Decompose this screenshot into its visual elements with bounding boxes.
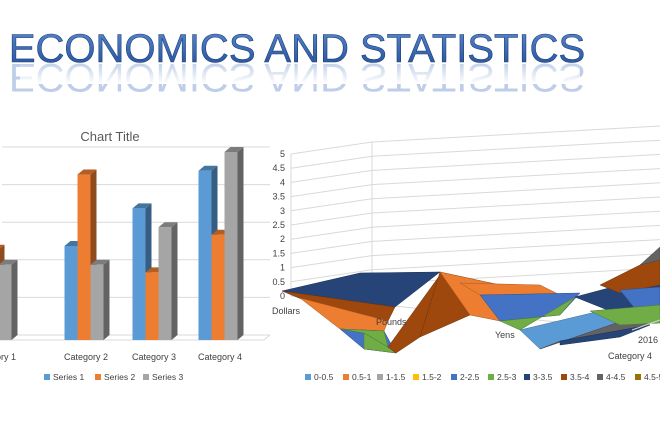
legend-swatch	[305, 374, 311, 380]
z-tick-label: 4	[280, 177, 285, 187]
bar-front	[158, 227, 172, 340]
legend: 0-0.5 0.5-1 1-1.5 1.5-2 2-2.5 2.5-3 3-3.5 3.5-4…	[305, 372, 660, 382]
bar-front	[132, 208, 146, 340]
legend-label: 4-4.5	[606, 372, 626, 382]
surface-patch	[599, 254, 660, 294]
z-tick-label: 2.5	[272, 220, 285, 230]
bar-front	[145, 272, 159, 340]
bar-front	[224, 152, 238, 340]
bar-front	[64, 246, 78, 340]
surface-patch	[589, 304, 660, 326]
gridline	[290, 125, 660, 155]
gridline	[290, 139, 660, 169]
gridline	[290, 239, 660, 269]
bar-top	[198, 165, 218, 171]
bar-front	[0, 264, 12, 340]
legend-swatch	[488, 374, 494, 380]
legend-swatch	[561, 374, 567, 380]
bar-front	[211, 234, 225, 340]
bar-side	[11, 259, 18, 340]
gridline	[290, 168, 660, 198]
legend-swatch	[413, 374, 419, 380]
gridline	[290, 224, 660, 254]
legend-label: Series 2	[104, 372, 135, 382]
legend-swatch	[143, 374, 149, 380]
legend-label: 3.5-4	[570, 372, 590, 382]
surface	[281, 246, 660, 354]
legend-swatch	[95, 374, 101, 380]
legend-label: 0.5-1	[352, 372, 372, 382]
legend-swatch	[597, 374, 603, 380]
z-tick-label: 2	[280, 234, 285, 244]
page-title-reflection: ECONOMICS AND STATISTICS	[9, 55, 585, 99]
depth-label: 2016	[638, 335, 658, 345]
gridline	[290, 196, 660, 226]
category-label: Category 1	[0, 352, 16, 362]
z-tick-label: 1	[280, 263, 285, 273]
legend-swatch	[44, 374, 50, 380]
z-tick-label: 0.5	[272, 277, 285, 287]
legend-swatch	[635, 374, 641, 380]
gridline	[290, 182, 660, 212]
bar	[158, 222, 178, 340]
z-tick-label: 0	[280, 291, 285, 301]
gridline	[290, 153, 660, 183]
surface-chart: 0 0.5 1 1.5 2 2.5 3 3.5 4 4.5 5 Dollars Pounds Yens 20…	[272, 125, 660, 382]
bar-top	[77, 169, 97, 175]
surface-patch	[559, 324, 651, 346]
bar	[0, 259, 18, 340]
bar-side	[171, 222, 178, 340]
gridline	[290, 210, 660, 240]
z-tick-label: 3	[280, 206, 285, 216]
legend-label: 4.5-5	[644, 372, 660, 382]
z-tick-label: 1.5	[272, 248, 285, 258]
bar-side	[103, 259, 110, 340]
bars	[0, 147, 244, 340]
legend-swatch	[451, 374, 457, 380]
legend-label: Series 1	[53, 372, 84, 382]
depth-axis	[631, 319, 660, 331]
z-tick-label: 5	[280, 149, 285, 159]
z-tick-label: 3.5	[272, 192, 285, 202]
bar-top	[224, 147, 244, 152]
bar	[90, 259, 110, 340]
back-wall-grid	[290, 125, 660, 297]
legend-label: 1.5-2	[422, 372, 442, 382]
page-banner: ECONOMICS AND STATISTICS ECONOMICS AND S…	[9, 27, 586, 99]
bar-top	[0, 259, 18, 265]
legend-label: 2.5-3	[497, 372, 517, 382]
bar-top	[90, 259, 110, 265]
legend-swatch	[343, 374, 349, 380]
x-category-label: Pounds	[376, 317, 407, 327]
bar-top	[132, 203, 152, 209]
z-tick-label: 4.5	[272, 163, 285, 173]
x-category-label: Yens	[495, 330, 515, 340]
x-category-label: Dollars	[272, 306, 301, 316]
bar-front	[198, 170, 212, 340]
legend-label: 3-3.5	[533, 372, 553, 382]
legend-label: Series 3	[152, 372, 183, 382]
legend-swatch	[524, 374, 530, 380]
surface-patch	[639, 246, 660, 266]
bar-front	[90, 264, 104, 340]
bar-side	[237, 147, 244, 340]
legend-swatch	[377, 374, 383, 380]
category-label: Category 3	[132, 352, 176, 362]
chart-title: Chart Title	[80, 129, 139, 144]
page-footer-space	[0, 415, 660, 440]
category-label: Category 2	[64, 352, 108, 362]
legend: Series 1 Series 2 Series 3	[44, 372, 183, 382]
bar-front	[77, 174, 91, 340]
depth-label: Category 4	[608, 351, 652, 361]
bar-top	[0, 244, 5, 249]
bar-top	[158, 222, 178, 228]
bar-chart: Chart Title Category 1 Category 2 Category …	[0, 129, 271, 382]
category-label: Category 4	[198, 352, 242, 362]
legend-label: 1-1.5	[386, 372, 406, 382]
legend-label: 2-2.5	[460, 372, 480, 382]
legend-label: 0-0.5	[314, 372, 334, 382]
bar	[224, 147, 244, 340]
